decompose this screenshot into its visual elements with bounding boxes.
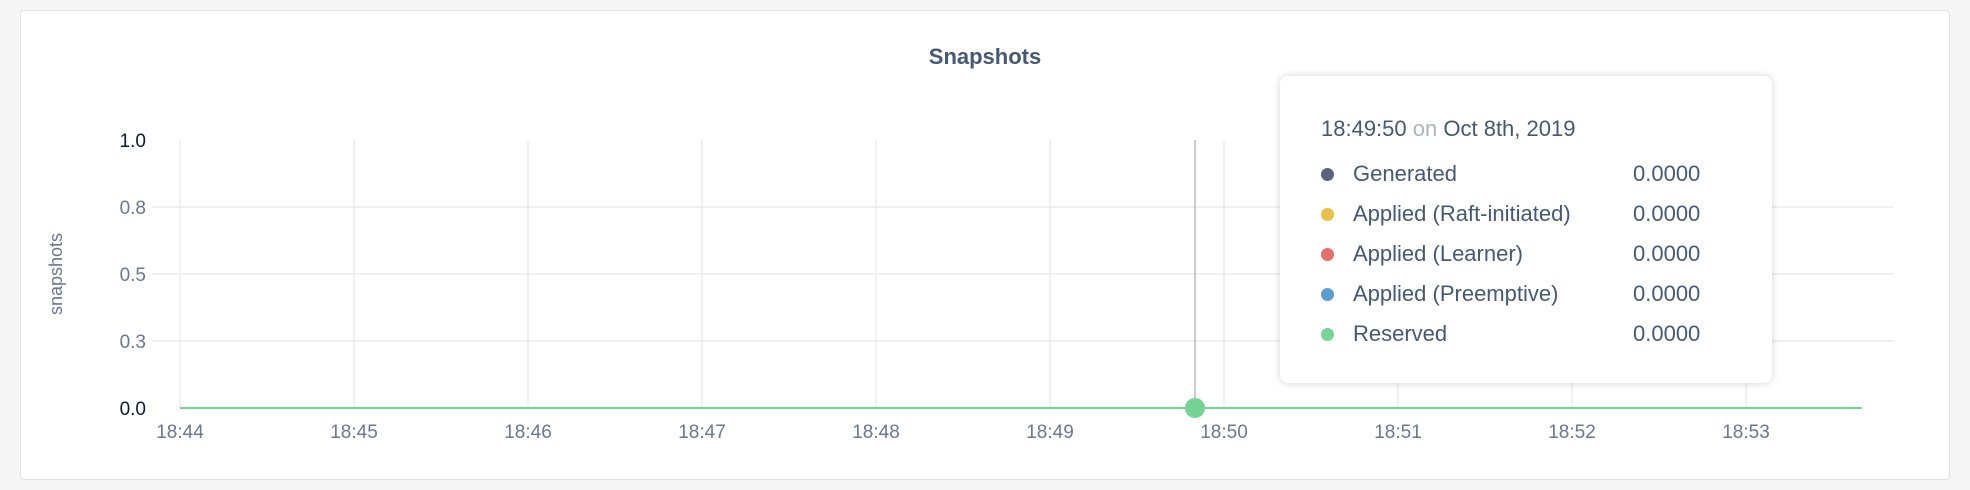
tooltip-series-value: 0.0000	[1633, 201, 1701, 226]
tooltip-series-name: Applied (Learner)	[1353, 241, 1523, 266]
legend-dot-icon	[1321, 247, 1334, 261]
tooltip-row: Applied (Raft-initiated) 0.0000	[1321, 194, 1772, 234]
tooltip-series-name: Generated	[1353, 161, 1457, 186]
tooltip-date: Oct 8th, 2019	[1443, 116, 1576, 141]
tooltip-row: Generated 0.0000	[1321, 154, 1772, 194]
y-tick-label: 0.8	[120, 198, 146, 219]
x-tick-label: 18:48	[852, 422, 900, 443]
x-tick-label: 18:45	[330, 422, 378, 443]
tooltip-series-name: Applied (Raft-initiated)	[1353, 201, 1571, 226]
x-tick-label: 18:46	[504, 422, 552, 443]
x-tick-label: 18:53	[1722, 422, 1770, 443]
tooltip-series-value: 0.0000	[1633, 281, 1701, 306]
x-tick-label: 18:52	[1548, 422, 1596, 443]
tooltip-series-name: Reserved	[1353, 321, 1448, 346]
x-tick-label: 18:49	[1026, 422, 1074, 443]
x-tick-label: 18:50	[1200, 422, 1248, 443]
y-axis-label: snapshots	[46, 233, 66, 315]
legend-dot-icon	[1321, 167, 1334, 181]
tooltip-row: Applied (Learner) 0.0000	[1321, 234, 1772, 274]
tooltip-on: on	[1412, 116, 1438, 141]
chart-title: Snapshots	[928, 44, 1042, 69]
legend-dot-icon	[1321, 287, 1334, 301]
tooltip-header: 18:49:50 on Oct 8th, 2019	[1321, 116, 1772, 142]
hover-point	[1185, 398, 1205, 418]
tooltip-row: Reserved 0.0000	[1321, 314, 1772, 354]
tooltip-series-name: Applied (Preemptive)	[1353, 281, 1559, 306]
y-tick-label: 0.3	[120, 332, 146, 353]
tooltip-series-value: 0.0000	[1633, 321, 1701, 346]
y-tick-label: 0.5	[120, 265, 146, 286]
x-tick-label: 18:51	[1374, 422, 1422, 443]
tooltip-series-value: 0.0000	[1633, 161, 1701, 186]
y-tick-label: 1.0	[120, 131, 146, 152]
tooltip-series-value: 0.0000	[1633, 241, 1701, 266]
tooltip-time: 18:49:50	[1321, 116, 1407, 141]
hover-tooltip: 18:49:50 on Oct 8th, 2019 Generated 0.000…	[1280, 76, 1772, 383]
y-tick-label: 0.0	[120, 399, 146, 420]
legend-dot-icon	[1321, 327, 1334, 341]
tooltip-row: Applied (Preemptive) 0.0000	[1321, 274, 1772, 314]
x-tick-label: 18:44	[156, 422, 204, 443]
legend-dot-icon	[1321, 207, 1334, 221]
x-tick-label: 18:47	[678, 422, 726, 443]
